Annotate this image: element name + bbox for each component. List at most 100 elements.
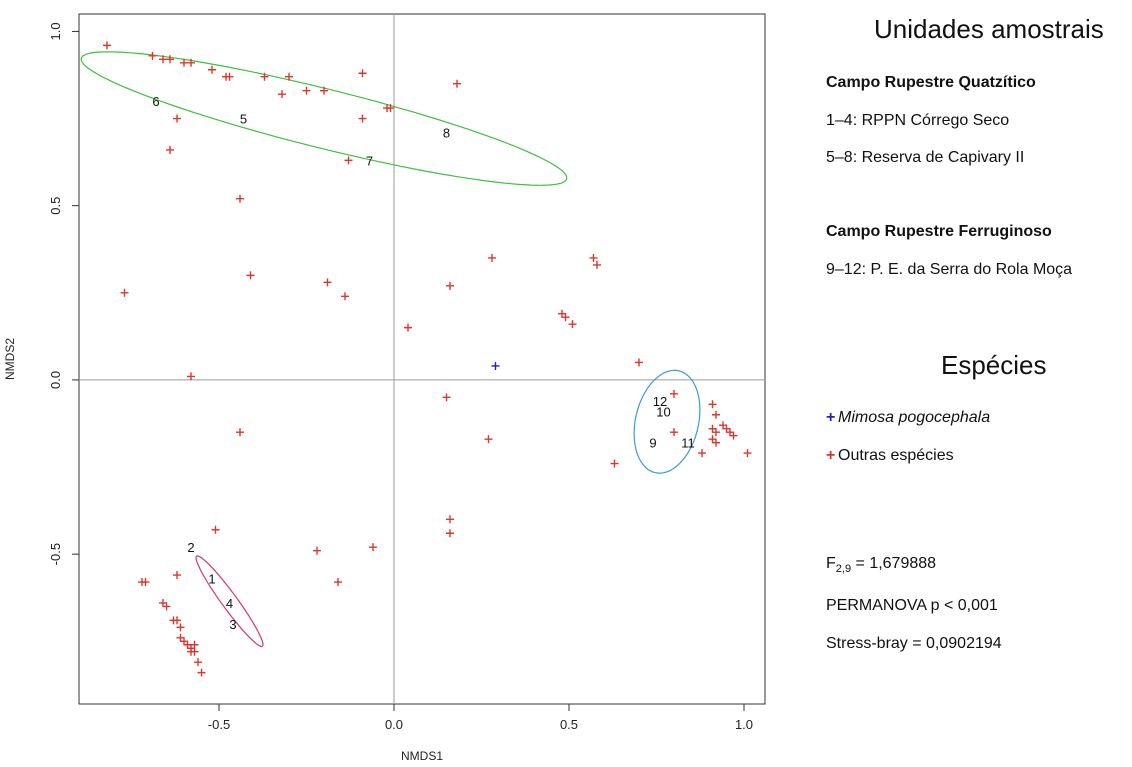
species-point [729, 431, 738, 440]
species-point [635, 358, 643, 367]
red-plus-marker-icon: + [826, 447, 836, 464]
stat-f-number: = 1,679888 [851, 555, 937, 572]
species-point [561, 313, 570, 322]
species-point [558, 309, 566, 318]
blue-plus-marker-icon: + [826, 409, 836, 426]
site-label: 10 [656, 404, 670, 419]
species-point [159, 55, 167, 64]
species-point [183, 640, 192, 649]
species-point [383, 104, 391, 113]
site-label: 11 [681, 436, 695, 451]
species-point [173, 114, 181, 123]
legend-group2-line1: 9–12: P. E. da Serra do Rola Moça [826, 261, 1073, 278]
species-point [180, 637, 188, 646]
y-tick-label: 1.0 [48, 22, 63, 40]
species-point [453, 79, 461, 88]
site-label: 5 [240, 112, 247, 127]
species-point [302, 86, 311, 95]
stat-permanova: PERMANOVA p < 0,001 [826, 597, 998, 614]
species-point [712, 428, 720, 437]
plot-frame [78, 13, 766, 705]
species-point [320, 86, 328, 95]
x-tick-label: 1.0 [735, 717, 753, 732]
legend-group1-line1: 1–4: RPPN Córrego Seco [826, 112, 1010, 129]
site-label: 8 [443, 125, 450, 140]
species-point [194, 658, 202, 667]
species-point [236, 428, 244, 437]
y-tick-label: -0.5 [48, 543, 63, 565]
species-point [197, 668, 206, 677]
species-point [138, 578, 146, 587]
species-point [491, 361, 500, 370]
species-point [446, 515, 454, 524]
species-point [236, 194, 244, 203]
species-point [166, 55, 174, 64]
site-label: 1 [208, 572, 215, 587]
legend-species-title: Espécies [941, 350, 1047, 380]
species-point [260, 72, 269, 81]
species-point [278, 90, 286, 99]
x-tick-label: 0.5 [560, 717, 578, 732]
species-point [313, 546, 321, 555]
species-point [404, 323, 412, 332]
species-point [568, 320, 577, 329]
species-point [369, 543, 377, 552]
y-tick-label: 0.0 [48, 371, 63, 389]
x-tick-label: 0.0 [385, 717, 403, 732]
x-axis-title: NMDS1 [401, 749, 443, 763]
y-axis-title: NMDS2 [3, 338, 17, 380]
species-point [589, 253, 598, 262]
species-point [358, 69, 367, 78]
group-ellipse [633, 369, 701, 474]
species-point [225, 72, 234, 81]
legend-species1-label: Mimosa pogocephala [838, 409, 991, 426]
group-ellipse [195, 555, 264, 648]
species-point [173, 616, 181, 625]
site-label: 3 [229, 617, 236, 632]
species-point [187, 58, 195, 67]
species-point [670, 389, 678, 398]
species-point [208, 65, 216, 74]
species-point [708, 400, 717, 409]
site-label: 12 [653, 394, 667, 409]
species-point [446, 529, 454, 538]
site-label: 6 [152, 94, 159, 109]
species-point [442, 393, 451, 402]
species-point [344, 156, 353, 165]
legend-group2-title: Campo Rupestre Ferruginoso [826, 223, 1052, 240]
y-tick-label: 0.5 [48, 197, 63, 215]
species-point [726, 428, 734, 437]
species-point [103, 41, 111, 50]
x-tick-label: -0.5 [208, 717, 230, 732]
species-point [488, 253, 496, 262]
legend-item-mimosa: + Mimosa pogocephala [826, 409, 990, 427]
species-point [719, 421, 727, 430]
site-label: 9 [649, 436, 656, 451]
species-point [358, 114, 367, 123]
site-label: 4 [226, 596, 233, 611]
species-point [334, 578, 342, 587]
legend-group1-line2: 5–8: Reserva de Capivary II [826, 149, 1025, 166]
stat-f-subscript: 2,9 [835, 563, 852, 576]
species-point [190, 640, 199, 649]
species-point [285, 72, 293, 81]
species-point [148, 51, 157, 60]
species-point [180, 58, 188, 67]
species-point [670, 428, 678, 437]
species-point [722, 424, 731, 433]
site-label: 2 [187, 540, 194, 555]
species-point [712, 410, 720, 419]
species-point [743, 449, 752, 458]
species-point [712, 438, 720, 447]
species-point [341, 292, 349, 301]
species-point [708, 424, 717, 433]
species-point [187, 372, 195, 381]
species-point [593, 260, 601, 269]
species-point [323, 278, 332, 287]
stat-f-value: F2,9 = 1,679888 [826, 555, 936, 575]
species-point [446, 281, 454, 290]
species-point [162, 602, 171, 611]
site-label: 7 [366, 153, 373, 168]
species-point [698, 449, 706, 458]
